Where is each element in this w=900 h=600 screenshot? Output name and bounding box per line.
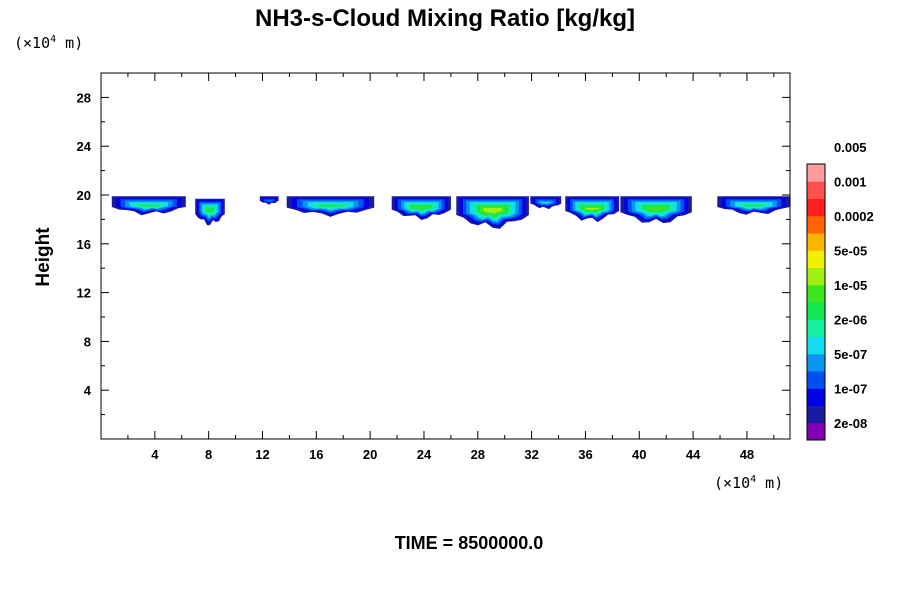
x-tick-label: 12	[255, 447, 269, 462]
colorbar-swatch	[807, 164, 825, 182]
colorbar: 2e-08 1e-07 5e-07 2e-06 1e-05 5e-05 0.0002 0.00…	[806, 140, 874, 441]
x-tick-label: 28	[471, 447, 485, 462]
cloud-patch	[717, 196, 790, 215]
cloud-patch	[456, 196, 529, 229]
cloud-patch	[195, 198, 225, 226]
colorbar-label: 1e-05	[834, 278, 867, 293]
colorbar-label: 2e-06	[834, 312, 867, 327]
cloud-layer	[540, 202, 551, 204]
colorbar-swatch	[807, 215, 825, 234]
colorbar-frame	[806, 163, 826, 441]
x-tick-label: 4	[151, 447, 159, 462]
cloud-patch	[620, 196, 692, 224]
y-tick-label: 20	[77, 188, 91, 203]
cloud-layer	[646, 206, 666, 211]
x-tick-label: 8	[205, 447, 212, 462]
colorbar-label: 0.005	[834, 140, 867, 155]
colorbar-label: 2e-08	[834, 416, 867, 431]
colorbar-swatch	[807, 233, 825, 251]
colorbar-swatch	[807, 181, 825, 199]
y-tick-label: 24	[77, 139, 92, 154]
colorbar-swatch	[807, 388, 825, 406]
cloud-layer	[483, 207, 502, 214]
colorbar-label: 5e-05	[834, 243, 867, 258]
colorbar-label: 0.0002	[834, 209, 874, 224]
y-tick-label: 16	[77, 237, 91, 252]
colorbar-swatch	[807, 319, 825, 337]
x-tick-label: 24	[417, 447, 432, 462]
cloud-layer	[413, 206, 430, 209]
colorbar-label: 5e-07	[834, 347, 867, 362]
colorbar-swatch	[807, 267, 825, 286]
colorbar-label: 0.001	[834, 174, 867, 189]
colorbar-swatch	[807, 422, 825, 441]
plot-frame	[100, 72, 791, 440]
x-tick-label: 36	[578, 447, 592, 462]
colorbar-swatch	[807, 353, 825, 372]
colorbar-label: 1e-07	[834, 381, 867, 396]
cloud-layer	[138, 205, 160, 207]
cloud-layer	[585, 207, 599, 210]
cloud-patch	[111, 196, 186, 216]
cloud-patch	[286, 196, 375, 217]
colorbar-swatch	[807, 284, 825, 303]
x-tick-label: 48	[740, 447, 754, 462]
x-tick-label: 20	[363, 447, 377, 462]
x-tick-label: 44	[686, 447, 701, 462]
cloud-patch	[565, 196, 620, 223]
colorbar-swatch	[807, 405, 825, 424]
y-tick-label: 28	[77, 90, 91, 105]
cloud-layer	[743, 205, 764, 207]
x-tick-label: 16	[309, 447, 323, 462]
y-axis-unit: (×104 m)	[14, 34, 83, 52]
y-tick-label: 12	[77, 286, 91, 301]
x-axis-unit: (×104 m)	[714, 474, 783, 492]
colorbar-swatch	[807, 250, 825, 268]
cloud-patch	[259, 196, 279, 205]
chart-title: NH3-s-Cloud Mixing Ratio [kg/kg]	[255, 5, 635, 32]
y-axis-label: Height	[33, 227, 54, 287]
y-tick-label: 4	[84, 383, 92, 398]
cloud-field	[111, 196, 790, 229]
colorbar-swatch	[807, 302, 825, 320]
time-label: TIME = 8500000.0	[395, 533, 544, 553]
cloud-layer	[318, 205, 343, 208]
y-axis: 4 8 12 16 20 24 28	[77, 90, 790, 416]
colorbar-swatch	[807, 198, 825, 217]
cloud-patch	[530, 196, 562, 210]
cloud-layer	[265, 200, 273, 202]
x-tick-label: 40	[632, 447, 646, 462]
colorbar-swatch	[807, 371, 825, 389]
cloud-patch	[391, 196, 451, 220]
y-tick-label: 8	[84, 334, 91, 349]
colorbar-swatch	[807, 336, 825, 355]
x-axis: 4 8 12 16 20 24 28 32 36 40 44 48	[127, 73, 775, 462]
cloud-layer	[205, 207, 215, 214]
x-tick-label: 32	[524, 447, 538, 462]
